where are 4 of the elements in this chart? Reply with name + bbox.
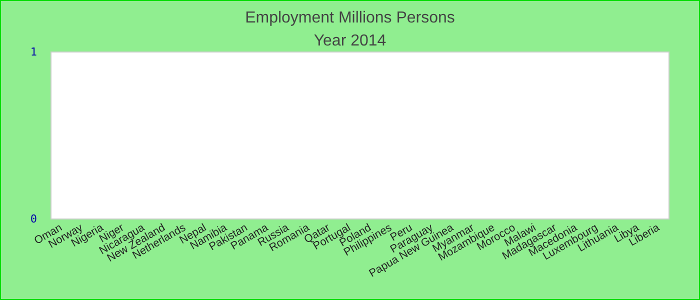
chart-subtitle: Year 2014 bbox=[314, 32, 386, 50]
y-tick-label: 0 bbox=[30, 212, 37, 226]
chart-title: Employment Millions Persons bbox=[245, 10, 455, 26]
y-tick-label: 1 bbox=[30, 46, 37, 58]
